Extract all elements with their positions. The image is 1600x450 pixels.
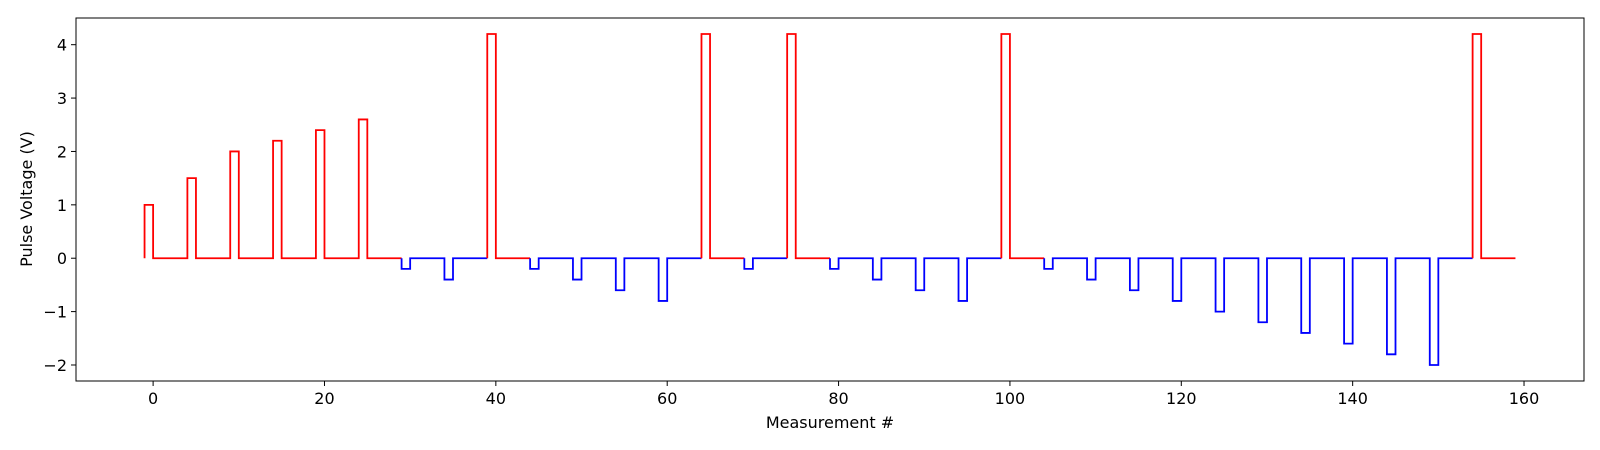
x-axis: 0 20 40 60 80 100 120 140 160 (148, 381, 1539, 408)
y-tick-label: 3 (57, 89, 67, 108)
series-segment-8 (829, 257, 1002, 302)
y-tick-label: 1 (57, 196, 67, 215)
y-tick-label: 4 (57, 36, 67, 55)
series-segment-1 (143, 118, 402, 260)
plot-frame (75, 17, 1585, 382)
x-tick-label: 120 (1166, 389, 1197, 408)
series-segment-3 (486, 33, 531, 260)
y-tick-label: 0 (57, 249, 67, 268)
y-tick-label: −2 (43, 356, 67, 375)
series-segment-9 (1000, 33, 1045, 260)
series-segment-4 (529, 257, 702, 302)
series-segment-7 (786, 33, 830, 260)
series-segment-10 (1043, 257, 1473, 366)
series-segment-5 (700, 33, 745, 260)
y-tick-label: 2 (57, 142, 67, 161)
x-tick-label: 0 (148, 389, 158, 408)
x-tick-label: 100 (995, 389, 1026, 408)
series-segment-11 (1471, 33, 1516, 260)
x-tick-label: 160 (1509, 389, 1540, 408)
x-tick-label: 140 (1337, 389, 1368, 408)
y-axis-label: Pulse Voltage (V) (17, 131, 36, 267)
x-tick-label: 80 (828, 389, 848, 408)
x-axis-label: Measurement # (766, 413, 894, 432)
x-tick-label: 60 (657, 389, 677, 408)
x-tick-label: 20 (314, 389, 334, 408)
series-segment-6 (743, 257, 788, 270)
y-tick-label: −1 (43, 303, 67, 322)
series-segment-2 (400, 257, 488, 281)
x-tick-label: 40 (486, 389, 506, 408)
y-axis: −2 −1 0 1 2 3 4 (43, 36, 76, 375)
series-layer (143, 33, 1516, 366)
